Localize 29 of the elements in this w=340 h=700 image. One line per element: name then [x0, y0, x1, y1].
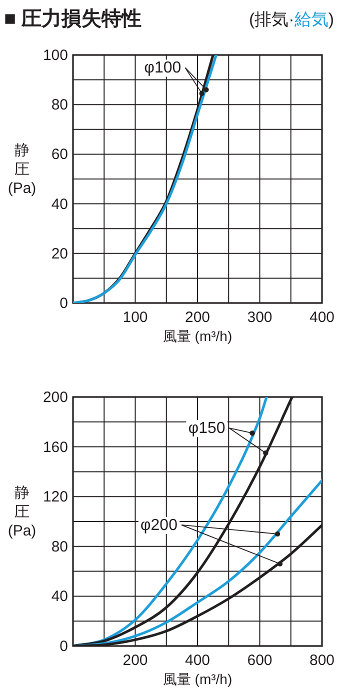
y-tick-label: 20 — [51, 245, 68, 262]
x-tick-label: 200 — [122, 652, 148, 669]
y-tick-label: 40 — [51, 196, 68, 213]
y-tick-label: 0 — [60, 295, 68, 312]
y-tick-label: 0 — [60, 638, 68, 655]
x-tick-label: 200 — [184, 309, 210, 326]
annotation: φ200 — [140, 516, 178, 534]
annotation: φ150 — [188, 420, 226, 438]
chart-subtitle: (排気·給気) — [249, 10, 334, 29]
x-axis-title: 風量 (m³/h) — [162, 671, 232, 687]
y-tick-label: 100 — [42, 47, 68, 64]
y-tick-label: 120 — [42, 488, 68, 506]
y-axis-title: 静圧(Pa) — [8, 142, 36, 197]
x-tick-label: 300 — [247, 309, 272, 326]
y-tick-label: 80 — [51, 96, 68, 114]
x-tick-label: 400 — [309, 309, 335, 326]
y-axis-title: 静圧(Pa) — [8, 484, 36, 540]
y-tick-label: 40 — [51, 588, 68, 606]
annotation: φ100 — [144, 60, 182, 77]
x-tick-label: 400 — [184, 652, 210, 669]
y-tick-label: 80 — [51, 538, 68, 556]
x-tick-label: 800 — [309, 652, 335, 669]
y-tick-label: 60 — [51, 146, 68, 164]
x-axis-title: 風量 (m³/h) — [162, 328, 232, 344]
y-tick-label: 160 — [42, 438, 68, 456]
y-tick-label: 200 — [42, 389, 68, 406]
x-tick-label: 100 — [122, 309, 148, 326]
x-tick-label: 600 — [247, 652, 272, 669]
chart-title: ■ 圧力損失特性 — [4, 8, 142, 30]
